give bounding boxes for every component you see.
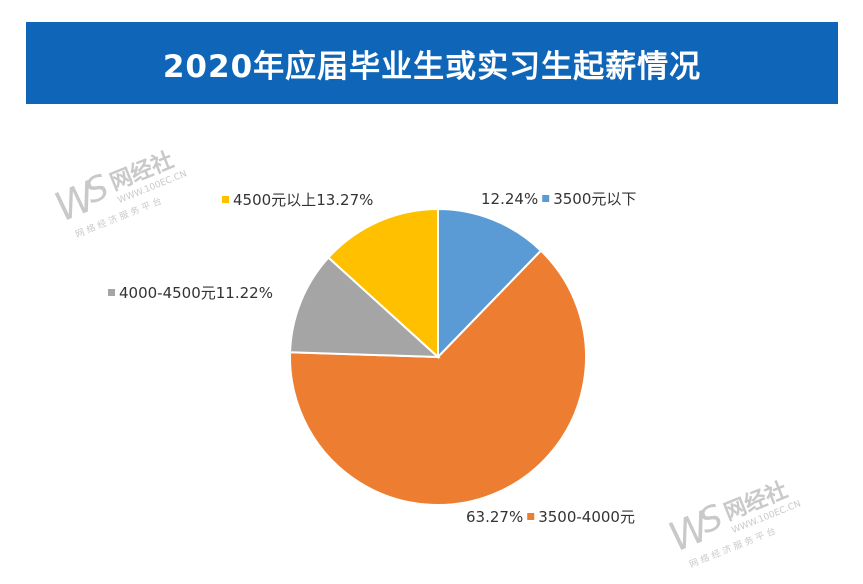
slice-percent: 13.27% [316,191,373,209]
title-banner: 2020年应届毕业生或实习生起薪情况 [26,22,838,104]
pie-slice-2 [289,249,587,506]
slice-label-3: 4000-4500元 11.22% [108,284,273,302]
slice-category: 3500元以下 [553,190,636,208]
slice-label-1: 12.24% 3500元以下 [481,190,636,208]
legend-swatch [527,513,535,520]
slice-category: 4000-4500元 [119,284,216,302]
slice-percent: 63.27% [466,508,523,526]
slice-category: 4500元以上 [233,191,316,209]
pie-slices [289,207,587,506]
chart-title: 2020年应届毕业生或实习生起薪情况 [162,48,702,85]
legend-swatch [542,195,550,202]
slice-label-4: 4500元以上 13.27% [222,191,373,209]
slice-category: 3500-4000元 [538,508,635,526]
slice-label-2: 63.27% 3500-4000元 [466,508,635,526]
pie-slice-3 [289,256,441,359]
pie-slice-1 [437,207,543,360]
slice-percent: 12.24% [481,190,538,208]
watermark-top-left: W S 网经社 WWW.100EC.CN 网 络 经 济 服 务 平 台 [49,147,189,240]
watermark-bottom-right: W S 网经社 WWW.100EC.CN 网 络 经 济 服 务 平 台 [663,477,803,570]
legend-swatch [108,289,115,296]
legend-swatch [222,196,229,203]
pie-slice-4 [326,207,439,360]
slice-percent: 11.22% [216,284,273,302]
